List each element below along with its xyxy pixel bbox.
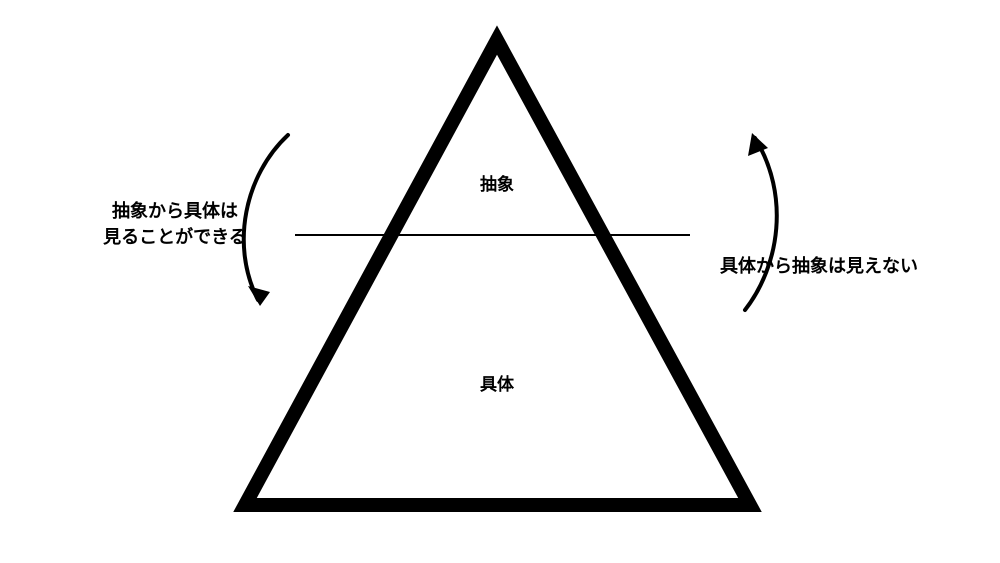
arrow-left-head [248, 286, 270, 306]
diagram-canvas [0, 0, 1000, 563]
label-concrete: 具体 [477, 370, 517, 395]
arrow-right-curve [745, 138, 777, 310]
label-abstract: 抽象 [477, 170, 517, 195]
caption-left-line2: 見ることができる [103, 227, 247, 247]
caption-left: 抽象から具体は 見ることができる [85, 198, 265, 250]
diagram-stage: 抽象 具体 抽象から具体は 見ることができる 具体から抽象は見えない [0, 0, 1000, 563]
caption-left-line1: 抽象から具体は [112, 201, 238, 221]
triangle-shape [245, 40, 750, 505]
caption-right: 具体から抽象は見えない [720, 253, 980, 279]
